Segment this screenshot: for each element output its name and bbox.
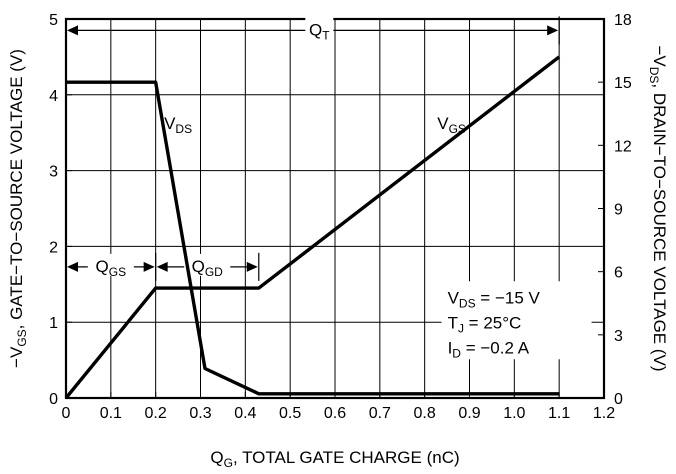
x-tick-label: 1.0 — [503, 405, 525, 422]
x-tick-label: 0.1 — [100, 405, 122, 422]
x-tick-label: 0.6 — [324, 405, 346, 422]
conditions-bg — [441, 281, 592, 360]
y-right-axis-title: −VDS, DRAIN−TO−SOURCE VOLTAGE (V) — [647, 45, 669, 371]
y-right-tick-label: 6 — [614, 265, 623, 282]
y-right-tick-label: 3 — [614, 328, 623, 345]
y-right-tick-label: 18 — [614, 12, 632, 29]
y-left-tick-label: 0 — [49, 391, 58, 408]
dimension-label-bg — [305, 17, 334, 40]
y-left-tick-label: 4 — [49, 88, 58, 105]
y-left-axis-title: −VGS, GATE−TO−SOURCE VOLTAGE (V) — [7, 49, 29, 368]
series-line-vds — [66, 80, 560, 396]
arrowhead — [67, 261, 78, 272]
x-tick-label: 0 — [62, 405, 71, 422]
series-label-ds: VDS — [164, 114, 192, 136]
dimension-label-bg — [87, 253, 134, 276]
arrowhead — [143, 261, 155, 272]
series-line-vgs — [64, 55, 561, 400]
x-tick-label: 0.5 — [279, 405, 301, 422]
series-label-gs: VGS — [437, 114, 466, 136]
series — [64, 55, 561, 400]
x-tick-label: 0.3 — [189, 405, 211, 422]
x-tick-label: 0.2 — [145, 405, 167, 422]
x-tick-label: 0.4 — [234, 405, 256, 422]
arrowhead — [246, 261, 258, 272]
charge-dimension-arrows: QT QGS QGD — [67, 16, 560, 281]
x-tick-label: 0.8 — [414, 405, 436, 422]
condition-ds: VDS = −15 V — [448, 288, 541, 310]
annotations: QG, TOTAL GATE CHARGE (nC) −VGS, GATE−TO−… — [7, 45, 669, 470]
x-tick-label: 1.1 — [548, 405, 570, 422]
y-right-tick-label: 12 — [614, 138, 632, 155]
x-tick-label: 0.7 — [369, 405, 391, 422]
condition-d: ID = −0.2 A — [448, 338, 530, 360]
arrowhead — [547, 25, 559, 36]
y-left-tick-label: 5 — [49, 12, 58, 29]
condition-j: TJ = 25°C — [448, 313, 522, 335]
dimension-label-bg — [184, 253, 231, 276]
x-tick-label: 0.9 — [458, 405, 480, 422]
x-tick-label: 1.2 — [593, 405, 615, 422]
y-left-tick-label: 1 — [49, 315, 58, 332]
y-left-tick-label: 2 — [49, 239, 58, 256]
dimension-label-t: QT — [309, 20, 330, 42]
axis-ticks: 0 0.1 0.2 0.3 0.4 0.5 0.6 0.7 0.8 0.9 1.0 1.1 1.2012… — [49, 12, 632, 422]
y-right-tick-label: 15 — [614, 75, 632, 92]
y-left-tick-label: 3 — [49, 164, 58, 181]
arrowhead — [67, 25, 78, 36]
dimension-label-gs: QGS — [96, 257, 127, 279]
y-right-tick-label: 9 — [614, 202, 623, 219]
grid — [66, 19, 604, 398]
arrowhead — [156, 261, 168, 272]
x-axis-title: QG, TOTAL GATE CHARGE (nC) — [210, 448, 459, 470]
y-right-tick-label: 0 — [614, 391, 623, 408]
dimension-label-gd: QGD — [192, 257, 224, 279]
